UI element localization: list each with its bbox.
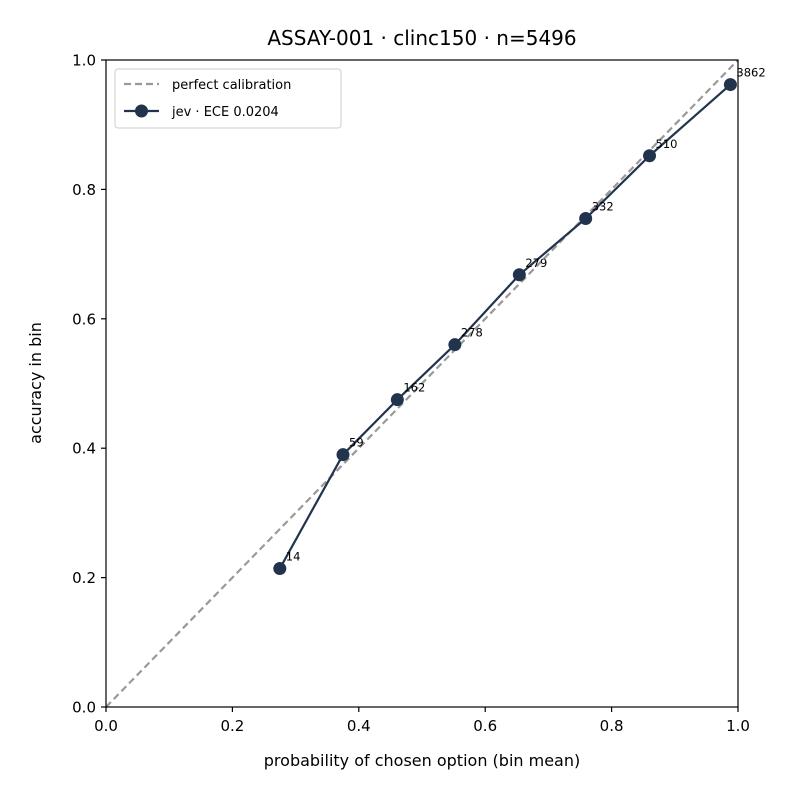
perfect-calibration-line — [106, 60, 738, 707]
point-count-label: 162 — [403, 381, 425, 395]
axes-frame — [105, 59, 739, 708]
point-count-label: 14 — [286, 550, 301, 564]
point-count-label: 3862 — [736, 66, 765, 80]
data-point — [273, 562, 287, 576]
data-point — [643, 149, 657, 163]
data-point — [579, 212, 593, 226]
chart-title: ASSAY-001 · clinc150 · n=5496 — [267, 26, 576, 50]
x-tick-label: 0.4 — [347, 717, 371, 735]
point-count-label: 510 — [656, 137, 678, 151]
x-tick-label: 0.2 — [220, 717, 244, 735]
x-tick-label: 0.0 — [94, 717, 118, 735]
y-axis-label: accuracy in bin — [26, 322, 45, 444]
x-axis-label: probability of chosen option (bin mean) — [264, 751, 580, 770]
y-tick-label: 1.0 — [72, 52, 96, 70]
plot-area: 14 59 162 278 279 332 510 3862 0.0 0.2 0.4 0.6 0.8 1.… — [72, 52, 766, 736]
legend-label-reference: perfect calibration — [172, 78, 291, 93]
y-tick-label: 0.4 — [72, 440, 96, 458]
data-point — [390, 393, 404, 407]
data-point — [336, 448, 350, 462]
data-point — [512, 268, 526, 282]
legend-label-series: jev · ECE 0.0204 — [171, 105, 279, 120]
point-count-label: 332 — [592, 200, 614, 214]
legend-marker-series — [135, 104, 148, 118]
legend-box — [114, 68, 342, 129]
point-count-label: 279 — [525, 256, 547, 270]
data-point — [448, 338, 462, 352]
x-tick-label: 1.0 — [726, 717, 750, 735]
series-line-0 — [278, 83, 732, 570]
point-count-label: 59 — [349, 436, 364, 450]
legend: perfect calibration jev · ECE 0.0204 — [114, 68, 342, 129]
y-tick-label: 0.2 — [72, 569, 96, 587]
x-tick-label: 0.8 — [600, 717, 624, 735]
y-tick-label: 0.6 — [72, 310, 96, 328]
point-count-label: 278 — [461, 326, 483, 340]
x-tick-label: 0.6 — [473, 717, 497, 735]
data-point — [723, 78, 737, 92]
y-tick-label: 0.8 — [72, 181, 96, 199]
y-tick-label: 0.0 — [72, 699, 96, 717]
